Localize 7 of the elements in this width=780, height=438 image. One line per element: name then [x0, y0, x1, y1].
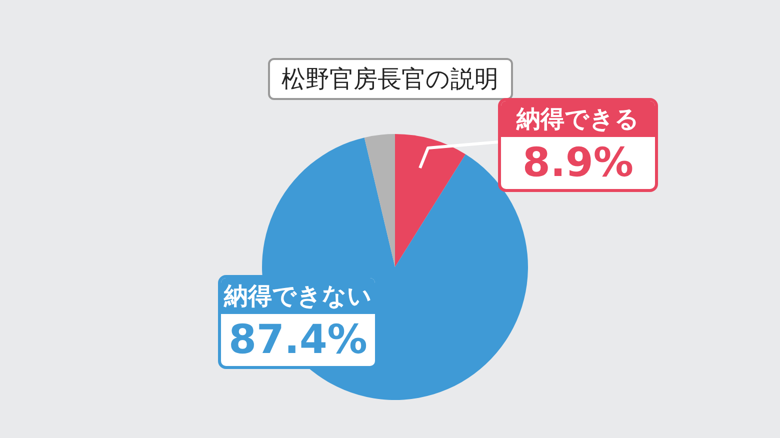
pie-slice: [395, 134, 466, 267]
chart-title: 松野官房長官の説明: [268, 58, 512, 100]
pie-slice: [364, 134, 395, 267]
slice-label: 納得できる: [501, 101, 655, 137]
data-label: 8.9%: [522, 139, 634, 188]
data-label: 87.4%: [228, 316, 368, 365]
slice-label: 納得できない: [221, 278, 375, 314]
